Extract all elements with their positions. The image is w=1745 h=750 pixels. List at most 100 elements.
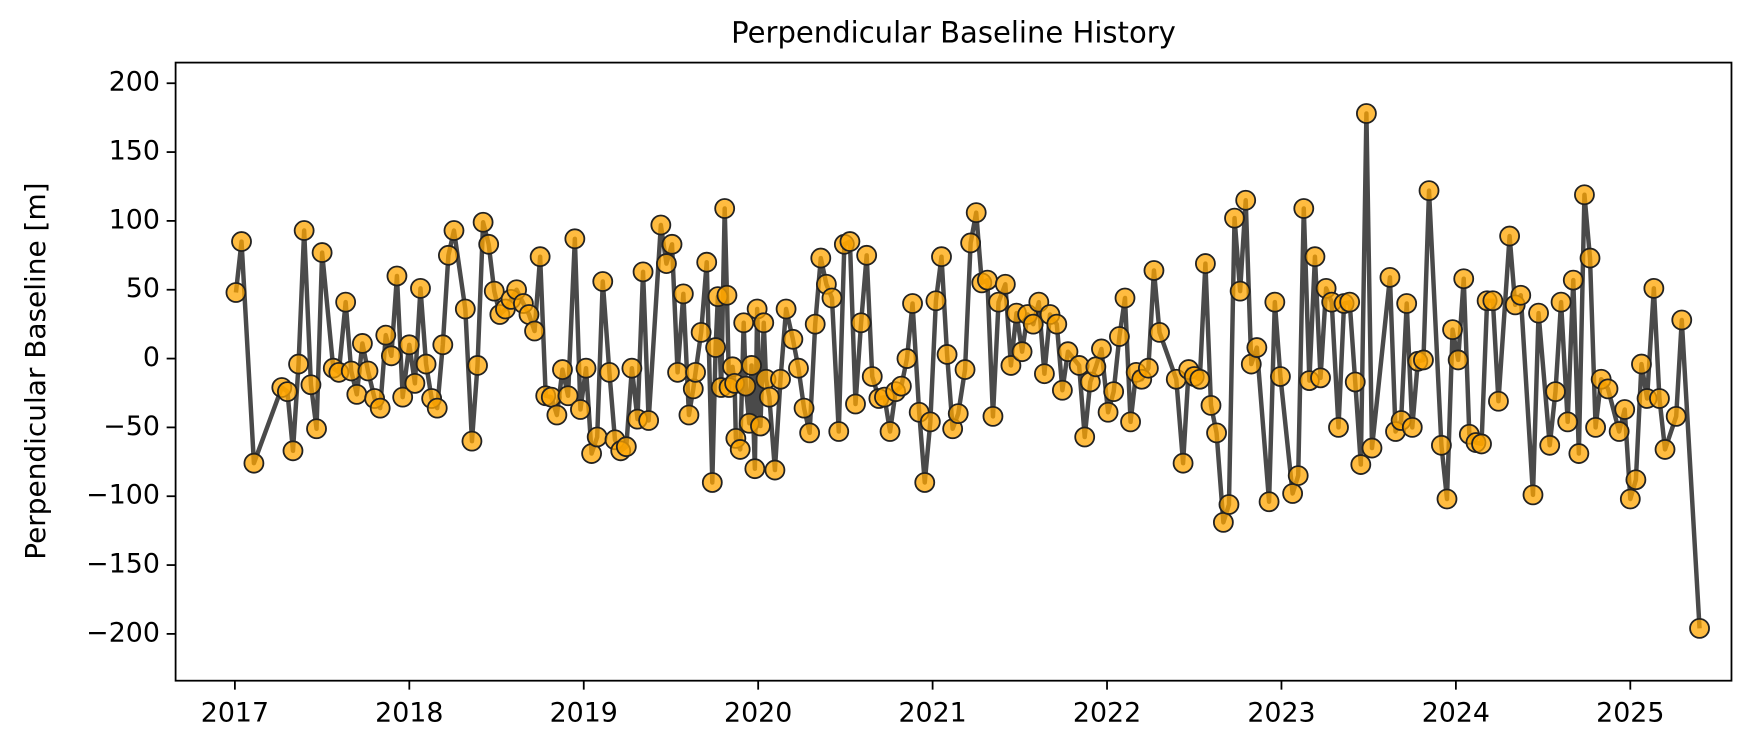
data-point <box>1229 280 1251 302</box>
data-point <box>380 345 402 367</box>
data-point <box>650 214 672 236</box>
data-point <box>1396 293 1418 314</box>
data-point <box>744 458 766 480</box>
data-point <box>1235 189 1257 211</box>
data-point <box>1453 268 1475 290</box>
data-point <box>1304 246 1326 268</box>
data-point <box>546 404 568 426</box>
data-point <box>1085 356 1107 378</box>
data-point <box>861 366 883 387</box>
data-point <box>988 291 1009 313</box>
data-point <box>1264 291 1286 313</box>
y-tick-label: −50 <box>103 411 160 442</box>
data-point <box>410 277 431 299</box>
data-point <box>398 334 420 356</box>
data-point <box>1482 290 1504 312</box>
data-point <box>764 459 786 481</box>
data-point <box>705 337 727 358</box>
data-point <box>1000 355 1022 376</box>
y-tick-label: 200 <box>109 67 160 98</box>
data-point <box>1293 198 1315 219</box>
data-point <box>529 246 551 268</box>
data-point <box>277 381 298 403</box>
data-point <box>1643 277 1665 299</box>
data-point <box>661 233 683 255</box>
data-point <box>415 353 437 375</box>
data-point <box>1172 452 1194 474</box>
data-point <box>1287 465 1309 486</box>
data-point <box>1034 363 1055 385</box>
data-point <box>1022 313 1044 335</box>
data-point <box>1550 291 1572 313</box>
data-point <box>461 430 483 452</box>
data-point <box>1114 287 1136 309</box>
data-point <box>810 247 832 269</box>
data-point <box>1631 353 1652 375</box>
data-point <box>1270 366 1291 387</box>
data-point <box>586 426 608 448</box>
data-point <box>753 312 775 334</box>
data-point <box>667 361 688 383</box>
data-point <box>1671 309 1693 331</box>
data-point <box>1109 326 1130 347</box>
data-point <box>701 472 723 493</box>
data-point <box>1413 349 1434 371</box>
data-point <box>1011 341 1033 363</box>
data-point <box>1103 381 1125 403</box>
data-point <box>1246 337 1268 358</box>
y-tick-label: −200 <box>86 617 160 648</box>
data-point <box>1619 488 1641 510</box>
data-point <box>1665 405 1687 427</box>
data-point <box>696 251 718 273</box>
data-point <box>225 282 247 303</box>
data-point <box>621 357 643 379</box>
data-point <box>592 271 614 292</box>
data-point <box>1379 266 1401 288</box>
data-point <box>1149 322 1170 343</box>
data-point <box>1212 511 1234 533</box>
data-point <box>282 440 304 462</box>
data-point <box>1418 180 1440 202</box>
data-point <box>1557 411 1579 433</box>
data-point <box>902 293 923 314</box>
data-point <box>1282 483 1304 504</box>
data-point <box>741 355 762 376</box>
data-point <box>293 220 315 241</box>
data-point <box>799 422 821 444</box>
data-point <box>733 312 755 334</box>
data-point <box>758 386 780 408</box>
x-tick-label: 2025 <box>1596 698 1664 729</box>
data-point <box>598 361 620 383</box>
data-point <box>1568 443 1590 464</box>
data-point <box>638 410 660 431</box>
data-point <box>1654 439 1676 460</box>
data-point <box>775 298 797 320</box>
data-point <box>890 375 912 397</box>
data-point <box>1356 103 1377 124</box>
data-point <box>575 357 597 379</box>
data-point <box>1431 434 1452 456</box>
x-tick-label: 2023 <box>1247 698 1315 729</box>
data-point <box>1195 253 1216 274</box>
data-point <box>793 397 815 419</box>
data-point <box>375 324 397 346</box>
data-point <box>1097 401 1119 423</box>
data-point <box>288 353 309 375</box>
data-point <box>965 202 987 224</box>
y-tick-label: 50 <box>126 273 160 304</box>
data-point <box>1625 469 1647 491</box>
data-point <box>552 359 573 380</box>
data-point <box>1614 399 1636 420</box>
data-point <box>632 261 654 283</box>
data-point <box>821 287 843 309</box>
data-point <box>1344 371 1366 393</box>
data-point <box>1310 367 1331 389</box>
data-point <box>1200 394 1222 416</box>
data-point <box>1339 291 1361 313</box>
x-tick-label: 2021 <box>898 698 966 729</box>
data-point <box>879 421 901 442</box>
data-point <box>925 290 947 312</box>
data-point <box>1258 491 1280 513</box>
plot-frame <box>174 61 1733 682</box>
